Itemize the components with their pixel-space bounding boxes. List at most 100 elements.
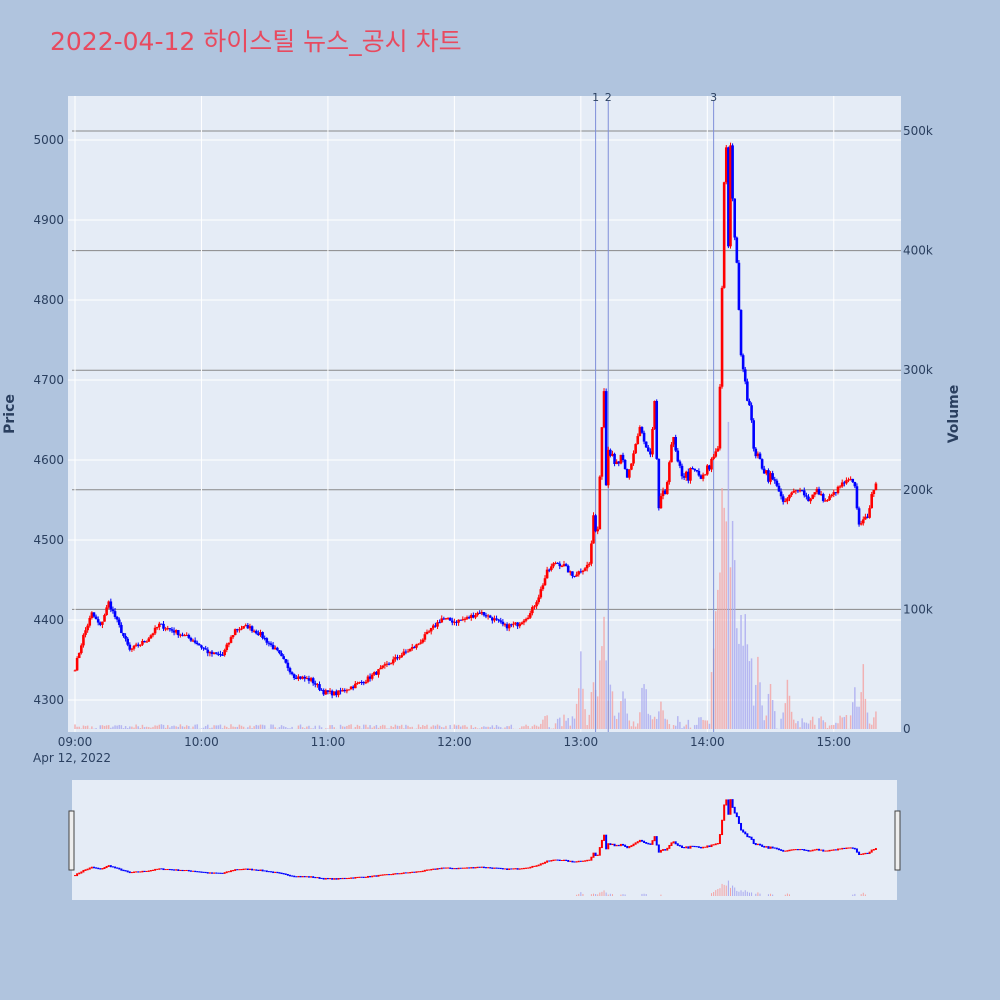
candle-body [276, 647, 279, 651]
volume-bar [681, 728, 683, 729]
volume-bar [287, 728, 289, 729]
candle-body [128, 644, 132, 650]
candle-body [151, 633, 155, 636]
candle-body [781, 496, 785, 502]
candle-body [821, 494, 825, 501]
volume-bar [204, 726, 207, 729]
candle-body [859, 523, 863, 525]
candle-body [777, 485, 781, 492]
volume-bar [432, 725, 435, 729]
volume-bar [232, 726, 234, 729]
volume-bar [586, 725, 588, 729]
candle-body [113, 611, 117, 617]
candle-body [817, 488, 821, 495]
candle-body [455, 621, 458, 623]
volume-bar [666, 719, 668, 729]
candle-body [687, 471, 690, 481]
volume-bar [369, 725, 371, 729]
volume-bar [263, 725, 266, 729]
candle-body [73, 670, 77, 672]
volume-bar [462, 725, 464, 729]
volume-bar [181, 726, 184, 729]
candle-body [231, 635, 235, 638]
candle-body [788, 494, 791, 499]
volume-bar [251, 728, 253, 729]
candle-body [646, 447, 650, 452]
range-slider-right-handle[interactable] [894, 810, 901, 871]
volume-bar [755, 684, 757, 729]
volume-bar [350, 724, 352, 729]
candle-body [501, 621, 505, 625]
volume-bar [223, 725, 226, 729]
volume-bar [84, 726, 87, 729]
candle-body [385, 663, 389, 665]
volume-bar [143, 727, 146, 729]
volume-bar [584, 709, 586, 729]
volume-bar [255, 724, 257, 729]
volume-bar [314, 725, 317, 729]
candle-body [410, 647, 414, 649]
volume-bar [274, 727, 276, 729]
candle-body [105, 607, 108, 616]
volume-bar [249, 725, 251, 729]
y-tick-label: 4300 [33, 693, 64, 707]
volume-bar [455, 725, 458, 729]
candle-body [552, 563, 555, 567]
volume-bar [306, 726, 308, 729]
volume-bar [674, 725, 677, 729]
x-tick-label: 09:00 [58, 735, 93, 749]
volume-bar [822, 720, 824, 729]
volume-bar [706, 720, 709, 729]
candle-body [379, 667, 382, 670]
candle-body [453, 621, 456, 623]
volume-bar [729, 567, 732, 729]
volume-bar [525, 724, 527, 729]
range-slider[interactable] [72, 780, 897, 900]
volume-bar [708, 723, 711, 729]
volume-bar [556, 718, 559, 729]
volume-bar [329, 725, 331, 729]
candle-body [843, 482, 846, 484]
candle-body [516, 622, 519, 627]
candle-body [480, 611, 484, 614]
candle-body [143, 640, 146, 643]
candle-body [590, 543, 593, 564]
volume-bar [95, 728, 97, 729]
candle-body [149, 635, 153, 639]
volume-bar [466, 726, 468, 729]
candle-body [773, 479, 777, 481]
candle-body [366, 676, 370, 682]
candle-body [507, 624, 511, 629]
volume-bar [752, 705, 755, 729]
volume-bar [603, 616, 605, 729]
volume-bar [78, 726, 80, 729]
candle-body [153, 627, 157, 634]
volume-bar [782, 712, 784, 729]
candle-body [855, 486, 859, 509]
volume-bar [240, 725, 243, 729]
volume-bar [837, 723, 839, 729]
volume-bar [622, 691, 624, 729]
volume-bar [632, 721, 635, 729]
candle-body [223, 650, 226, 656]
y-tick-label: 4600 [33, 453, 64, 467]
candle-body [109, 601, 113, 610]
candle-body [136, 644, 140, 646]
candle-body [857, 508, 861, 525]
candle-body [809, 498, 812, 502]
volume-bar [320, 727, 323, 729]
range-slider-left-handle[interactable] [68, 810, 75, 871]
candle-body [484, 615, 488, 617]
volume-bar [668, 724, 671, 729]
candle-body [311, 678, 315, 684]
volume-bar [426, 724, 428, 729]
volume-bar [76, 726, 78, 729]
candle-body [644, 441, 648, 448]
candle-body [680, 465, 684, 477]
volume-bar [230, 724, 232, 729]
candle-body [202, 647, 205, 649]
candle-body [695, 470, 699, 472]
volume-bar [333, 727, 335, 729]
candle-body [80, 645, 83, 654]
volume-bar [411, 726, 413, 729]
